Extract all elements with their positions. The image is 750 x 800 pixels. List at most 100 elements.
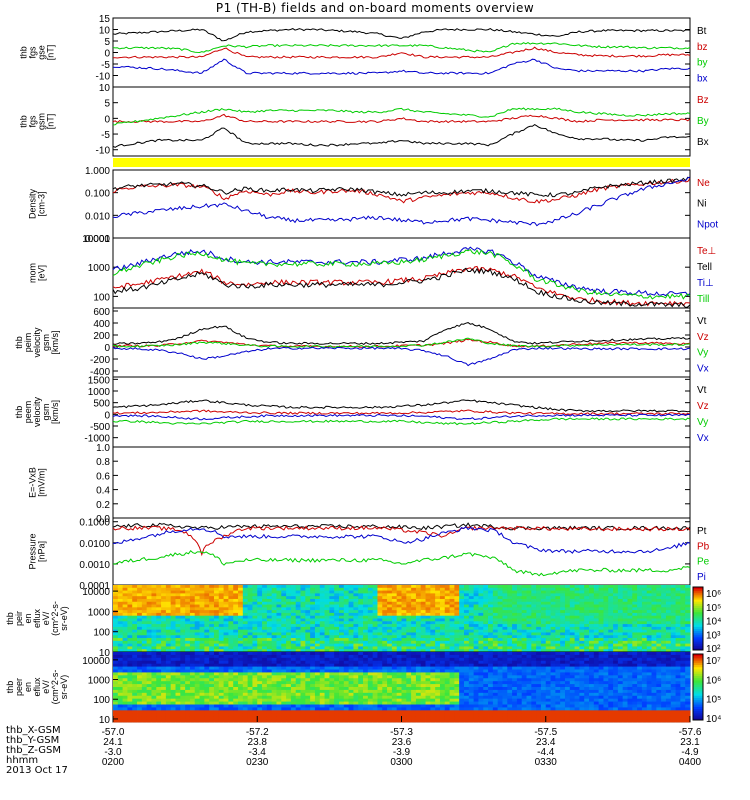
- heatmap-cell: [608, 649, 614, 653]
- heatmap-cell: [507, 635, 513, 639]
- heatmap-cell: [353, 687, 359, 691]
- heatmap-cell: [238, 675, 244, 679]
- heatmap-cell: [338, 663, 345, 667]
- heatmap-cell: [387, 704, 393, 708]
- heatmap-cell: [454, 707, 460, 711]
- heatmap-cell: [276, 719, 282, 723]
- heatmap-cell: [396, 615, 402, 619]
- heatmap-cell: [290, 684, 297, 688]
- heatmap-cell: [286, 621, 292, 625]
- heatmap-cell: [459, 643, 465, 647]
- heatmap-cell: [338, 713, 345, 717]
- heatmap-cell: [276, 654, 282, 659]
- heatmap-cell: [439, 626, 446, 631]
- y-tick-label: -5: [101, 130, 110, 141]
- heatmap-cell: [387, 649, 393, 653]
- heatmap-cell: [550, 601, 556, 605]
- heatmap-cell: [391, 719, 398, 723]
- heatmap-cell: [589, 615, 595, 619]
- heatmap-cell: [314, 585, 321, 589]
- heatmap-cell: [382, 707, 388, 711]
- heatmap-cell: [420, 635, 426, 639]
- heatmap-cell: [329, 701, 335, 705]
- heatmap-cell: [502, 649, 508, 653]
- heatmap-cell: [276, 640, 282, 645]
- heatmap-cell: [281, 654, 287, 659]
- heatmap-cell: [411, 687, 417, 691]
- heatmap-cell: [685, 621, 691, 625]
- heatmap-cell: [603, 604, 609, 608]
- heatmap-cell: [262, 638, 268, 642]
- series-line-vy: [112, 337, 691, 348]
- heatmap-cell: [651, 601, 657, 605]
- heatmap-cell: [122, 710, 128, 714]
- heatmap-cell: [411, 590, 417, 594]
- heatmap-cell: [257, 610, 263, 614]
- heatmap-cell: [353, 672, 359, 676]
- heatmap-cell: [560, 640, 566, 645]
- heatmap-cell: [372, 701, 378, 705]
- heatmap-cell: [502, 632, 508, 636]
- heatmap-cell: [401, 646, 407, 650]
- heatmap-cell: [252, 626, 258, 631]
- heatmap-cell: [266, 663, 273, 667]
- heatmap-cell: [338, 626, 345, 631]
- heatmap-cell: [363, 672, 369, 676]
- heatmap-cell: [459, 701, 465, 705]
- heatmap-cell: [401, 618, 407, 622]
- heatmap-cell: [305, 672, 311, 676]
- heatmap-cell: [425, 710, 431, 714]
- heatmap-cell: [531, 585, 537, 589]
- heatmap-cell: [598, 598, 604, 603]
- heatmap-cell: [233, 672, 239, 676]
- heatmap-cell: [353, 669, 359, 673]
- heatmap-cell: [122, 713, 128, 717]
- heatmap-cell: [516, 635, 523, 639]
- heatmap-cell: [497, 604, 503, 608]
- heatmap-cell: [185, 638, 191, 642]
- heatmap-cell: [295, 638, 301, 642]
- heatmap-cell: [257, 629, 263, 633]
- heatmap-cell: [314, 678, 321, 682]
- heatmap-cell: [420, 604, 426, 608]
- heatmap-cell: [329, 607, 335, 611]
- heatmap-cell: [276, 643, 282, 647]
- heatmap-cell: [122, 678, 128, 682]
- heatmap-cell: [276, 678, 282, 682]
- heatmap-cell: [367, 640, 374, 645]
- heatmap-cell: [113, 698, 119, 702]
- heatmap-cell: [213, 618, 220, 622]
- heatmap-cell: [353, 657, 359, 662]
- heatmap-cell: [238, 710, 244, 714]
- heatmap-cell: [377, 590, 383, 594]
- heatmap-cell: [209, 657, 215, 662]
- heatmap-cell: [401, 657, 407, 662]
- heatmap-cell: [295, 663, 301, 667]
- heatmap-cell: [497, 626, 503, 631]
- heatmap-cell: [382, 652, 388, 656]
- heatmap-cell: [310, 585, 316, 589]
- heatmap-cell: [122, 687, 128, 691]
- heatmap-cell: [141, 610, 148, 614]
- heatmap-cell: [117, 629, 124, 633]
- heatmap-cell: [213, 629, 220, 633]
- heatmap-cell: [310, 707, 316, 711]
- heatmap-cell: [290, 698, 297, 702]
- heatmap-cell: [387, 635, 393, 639]
- heatmap-cell: [415, 635, 422, 639]
- heatmap-cell: [247, 719, 253, 723]
- heatmap-cell: [545, 624, 551, 628]
- heatmap-cell: [146, 635, 152, 639]
- heatmap-cell: [492, 593, 499, 597]
- heatmap-cell: [343, 615, 350, 619]
- heatmap-cell: [276, 618, 282, 622]
- heatmap-cell: [113, 660, 119, 665]
- heatmap-cell: [127, 610, 133, 614]
- heatmap-cell: [290, 618, 297, 622]
- y-tick-label: -400: [90, 367, 110, 378]
- heatmap-cell: [391, 638, 398, 642]
- heatmap-cell: [189, 626, 196, 631]
- heatmap-cell: [603, 596, 609, 600]
- heatmap-cell: [468, 698, 475, 702]
- heatmap-cell: [305, 618, 311, 622]
